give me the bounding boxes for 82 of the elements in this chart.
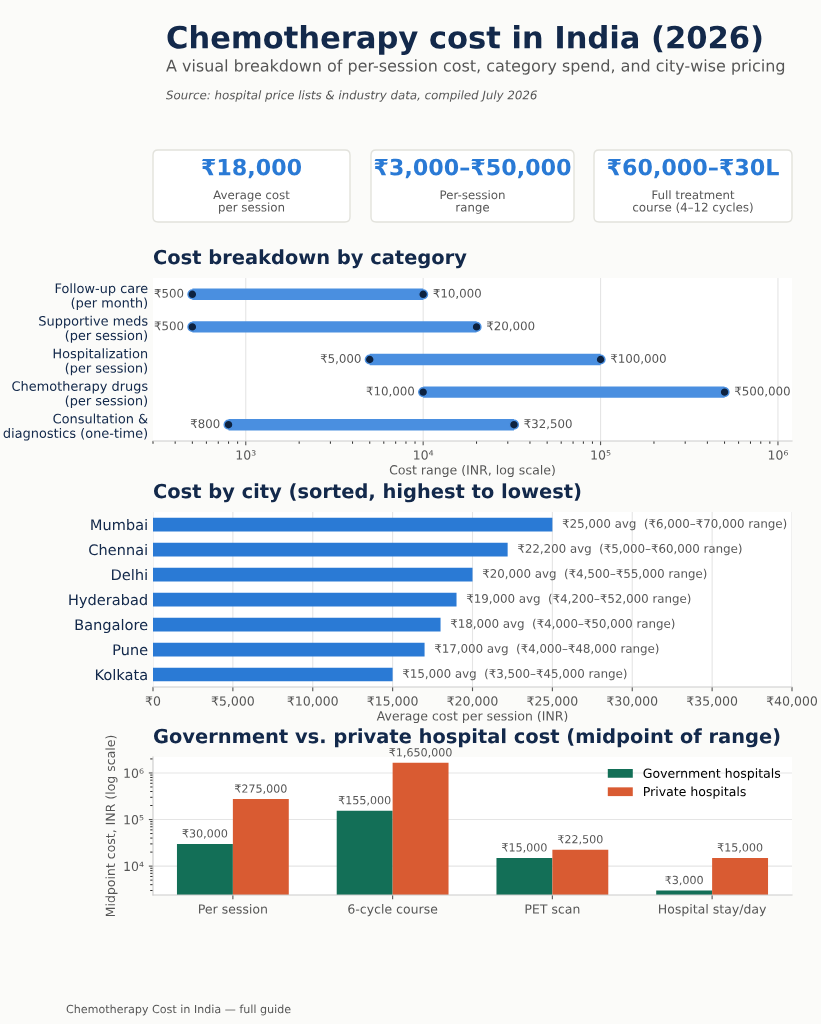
- bar: [153, 617, 441, 632]
- data-label: ₹15,000 avg (₹3,500–₹45,000 range): [402, 668, 627, 681]
- annotation: ₹500,000: [734, 386, 790, 397]
- chart-title: Cost breakdown by category: [153, 249, 467, 269]
- x-tick-label: ₹20,000: [447, 696, 498, 707]
- x-tick-label: 10⁴: [414, 450, 434, 460]
- legend-label: Private hospitals: [644, 786, 746, 799]
- data-label: ₹19,000 avg (₹4,200–₹52,000 range): [466, 593, 691, 606]
- annotation: ₹500: [154, 321, 184, 331]
- text: ₹60,000–₹30L: [607, 158, 779, 179]
- data-label: ₹25,000 avg (₹6,000–₹70,000 range): [562, 518, 787, 531]
- annotation: ₹10,000: [433, 288, 481, 299]
- y-tick-label: 10⁶: [124, 768, 144, 778]
- text: Full treatment course (4–12 cycles): [633, 190, 753, 214]
- source-note: Source: hospital price lists & industry data, compiled July 2026: [166, 90, 537, 102]
- bar: [153, 642, 425, 657]
- x-tick-label: PET scan: [525, 904, 580, 914]
- y-tick-label: Delhi: [112, 568, 147, 581]
- x-tick-label: ₹35,000: [686, 696, 738, 707]
- bar: [153, 592, 457, 607]
- bar: [153, 517, 553, 532]
- text: Chemotherapy Cost in India — full guide: [66, 1004, 291, 1016]
- data-label: ₹22,500: [557, 834, 603, 845]
- annotation: ₹5,000: [320, 354, 361, 365]
- data-label: ₹15,000: [502, 843, 547, 853]
- y-tick-label: 10⁵: [124, 815, 144, 825]
- y-tick-label: Follow-up care (per month): [55, 283, 148, 311]
- x-tick-label: ₹0: [145, 696, 161, 706]
- x-tick-label: ₹5,000: [211, 696, 254, 707]
- y-tick-label: Consultation & diagnostics (one-time): [3, 413, 148, 441]
- data-label: ₹3,000: [665, 875, 703, 886]
- x-tick-label: ₹30,000: [607, 696, 658, 707]
- y-tick-label: Chemotherapy drugs (per session): [12, 380, 148, 408]
- data-label: ₹275,000: [234, 784, 287, 794]
- text: Chemotherapy cost in India (2026): [167, 25, 762, 55]
- x-tick-label: Hospital stay/day: [659, 904, 767, 917]
- x-axis-title: Average cost per session (INR): [376, 710, 568, 723]
- data-label: ₹30,000: [182, 829, 228, 839]
- data-label: ₹1,650,000: [389, 748, 452, 758]
- y-axis-title: Midpoint cost, INR (log scale): [105, 735, 118, 917]
- y-tick-label: Bangalore: [75, 618, 148, 634]
- x-tick-label: 6-cycle course: [348, 904, 438, 917]
- annotation: ₹32,500: [524, 419, 572, 430]
- y-tick-label: Supportive meds (per session): [39, 315, 148, 343]
- data-label: ₹18,000 avg (₹4,000–₹50,000 range): [450, 618, 675, 631]
- y-tick-label: Mumbai: [91, 518, 147, 531]
- y-tick-label: Hospitalization (per session): [53, 348, 148, 376]
- x-tick-label: Per session: [199, 904, 267, 914]
- x-tick-label: ₹25,000: [527, 696, 578, 707]
- x-tick-label: 10³: [236, 450, 256, 460]
- annotation: ₹10,000: [366, 386, 415, 397]
- y-tick-label: 10⁴: [124, 861, 144, 872]
- legend-label: Government hospitals: [643, 768, 781, 781]
- data-label: ₹22,200 avg (₹5,000–₹60,000 range): [517, 543, 742, 556]
- x-tick-label: 10⁵: [591, 450, 611, 460]
- x-tick-label: ₹15,000: [367, 696, 418, 707]
- y-tick-label: Kolkata: [95, 668, 147, 681]
- data-label: ₹20,000 avg (₹4,500–₹55,000 range): [482, 568, 707, 581]
- text: Average cost per session: [213, 190, 290, 214]
- bar: [153, 567, 473, 582]
- data-label: ₹17,000 avg (₹4,000–₹48,000 range): [434, 643, 659, 656]
- text: A visual breakdown of per-session cost, category spend, and city-wise pricing: [166, 59, 785, 75]
- y-tick-label: Pune: [113, 644, 148, 656]
- data-label: ₹155,000: [338, 795, 391, 806]
- x-tick-label: ₹40,000: [766, 696, 818, 707]
- y-tick-label: Hyderabad: [69, 593, 147, 609]
- text: Per-session range: [440, 190, 505, 214]
- text: ₹18,000: [202, 158, 302, 179]
- x-tick-label: ₹10,000: [287, 696, 338, 707]
- text: ₹3,000–₹50,000: [374, 158, 571, 179]
- chart-title: Cost by city (sorted, highest to lowest): [153, 483, 581, 503]
- bar: [153, 542, 508, 557]
- x-tick-label: 10⁶: [768, 450, 789, 460]
- bar: [153, 667, 393, 682]
- chart-title: Government vs. private hospital cost (midpoint of range): [153, 728, 780, 748]
- annotation: ₹800: [190, 419, 220, 429]
- annotation: ₹100,000: [610, 354, 666, 365]
- data-label: ₹15,000: [717, 843, 763, 853]
- annotation: ₹500: [154, 288, 184, 298]
- y-tick-label: Chennai: [89, 543, 147, 556]
- annotation: ₹20,000: [486, 321, 535, 332]
- x-axis-title: Cost range (INR, log scale): [389, 464, 555, 477]
